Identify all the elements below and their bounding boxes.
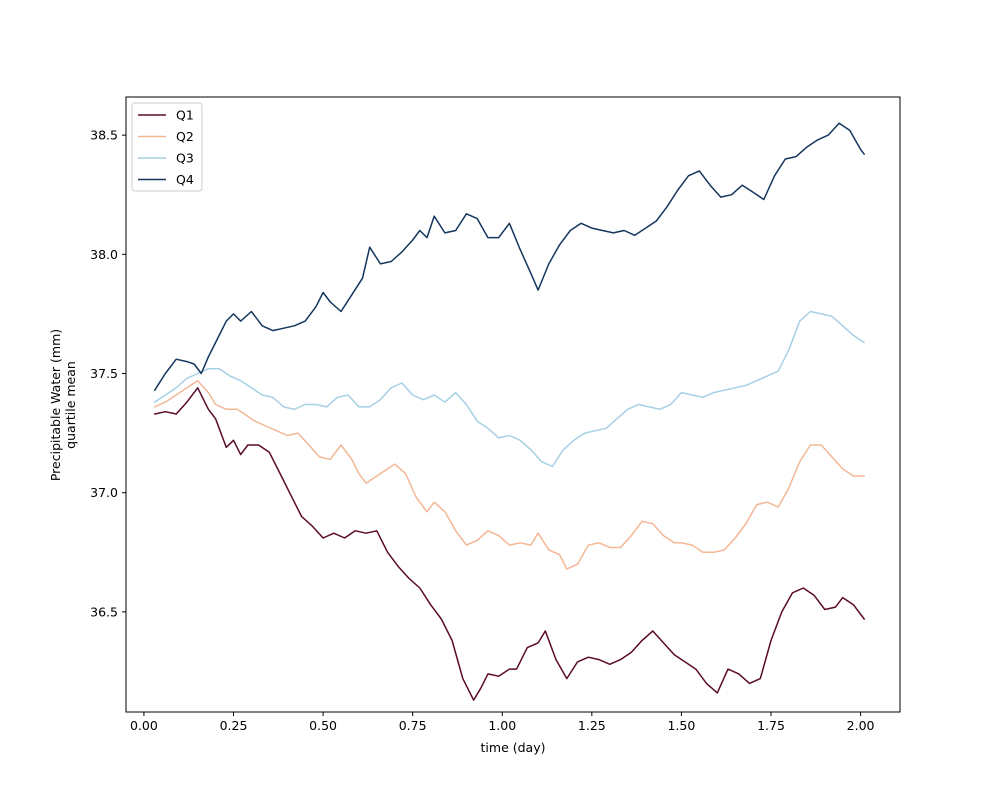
series-layer <box>153 122 865 701</box>
x-tick-label: 0.25 <box>220 718 248 733</box>
x-axis: 0.00 0.25 0.50 0.75 1.00 1.25 1.50 1.75 2.00 <box>130 712 875 733</box>
y-tick-label: 38.5 <box>90 128 118 143</box>
x-tick-label: 1.50 <box>667 718 695 733</box>
y-tick-label: 38.0 <box>90 247 118 262</box>
legend-label-q3: Q3 <box>176 151 194 166</box>
y-tick-label: 37.0 <box>90 485 118 500</box>
y-tick-label: 37.5 <box>90 366 118 381</box>
legend-label-q2: Q2 <box>176 129 194 144</box>
legend: Q1 Q2 Q3 Q4 <box>131 102 203 192</box>
series-line-q2 <box>153 379 865 570</box>
x-tick-label: 0.00 <box>130 718 158 733</box>
plot-frame <box>125 96 901 713</box>
x-tick-label: 1.25 <box>578 718 606 733</box>
plot-area <box>126 97 900 712</box>
legend-label-q1: Q1 <box>176 108 194 123</box>
legend-box <box>131 102 203 192</box>
y-tick-label: 36.5 <box>90 604 118 619</box>
x-axis-title: time (day) <box>481 740 546 755</box>
y-axis-title: Precipitable Water (mm) quartile mean <box>48 329 78 481</box>
x-tick-label: 1.00 <box>488 718 516 733</box>
series-line-q3 <box>153 310 865 468</box>
series-line-q4 <box>153 122 865 391</box>
x-tick-label: 0.75 <box>399 718 427 733</box>
y-axis-title-line-1: Precipitable Water (mm) <box>48 329 63 481</box>
y-axis-title-line-2: quartile mean <box>63 361 78 449</box>
y-axis: 36.5 37.0 37.5 38.0 38.5 <box>90 128 126 619</box>
series-line-q1 <box>153 387 865 701</box>
x-tick-label: 0.50 <box>309 718 337 733</box>
x-tick-label: 1.75 <box>757 718 785 733</box>
x-tick-label: 2.00 <box>847 718 875 733</box>
legend-label-q4: Q4 <box>176 172 194 187</box>
